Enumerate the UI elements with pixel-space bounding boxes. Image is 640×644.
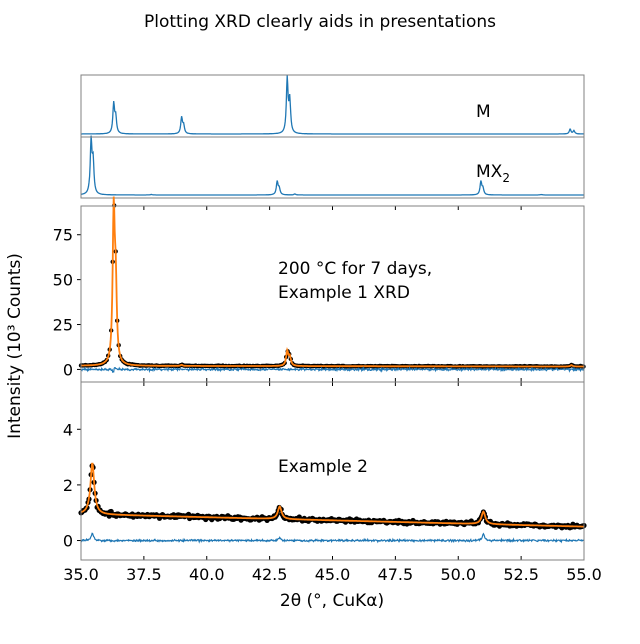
label-mx2-sub: 2: [502, 171, 510, 185]
annotation-example1-line1: 200 °C for 7 days,: [278, 259, 432, 279]
chart-title: Plotting XRD clearly aids in presentatio…: [144, 12, 496, 32]
fit-line: [80, 462, 584, 528]
y-tick-label: 25: [53, 316, 73, 335]
panel-1: [80, 74, 585, 138]
panel-4: 0 2 4 35.0 37.5 40.0 42.5 45.0 47.5 50.0 52.5 55.0: [63, 381, 602, 584]
y-axis-label: Intensity (10³ Counts): [5, 253, 25, 439]
x-tick-label: 40.0: [189, 565, 225, 584]
panel-frame: [80, 74, 585, 138]
label-mx2: MX2: [476, 162, 510, 185]
panel-frame: [80, 381, 585, 561]
difference-line: [80, 532, 585, 544]
x-tick-label: 42.5: [252, 565, 288, 584]
y-tick-label: 75: [53, 226, 73, 245]
x-tick-label: 55.0: [566, 565, 602, 584]
x-tick-label: 47.5: [378, 565, 414, 584]
panel-frame: [80, 136, 585, 199]
reference-pattern-line-mx2: [80, 135, 584, 196]
panel-2: [80, 135, 585, 199]
x-tick-label: 37.5: [126, 565, 162, 584]
x-tick-label: 50.0: [440, 565, 476, 584]
y-tick-label: 2: [63, 476, 73, 495]
label-m: M: [476, 102, 491, 122]
x-tick-label: 45.0: [315, 565, 351, 584]
fit-line: [81, 196, 584, 368]
panel-3: 0 25 50 75: [53, 196, 586, 383]
x-tick-label: 35.0: [63, 565, 99, 584]
y-tick-label: 50: [53, 271, 73, 290]
difference-line: [80, 366, 585, 374]
y-tick-label: 0: [63, 532, 73, 551]
y-tick-label: 4: [63, 420, 73, 439]
label-mx2-main: MX: [476, 162, 503, 182]
y-tick-label: 0: [63, 360, 73, 379]
annotation-example1-line2: Example 1 XRD: [278, 283, 410, 303]
reference-pattern-line-m: [81, 75, 584, 135]
annotation-example2: Example 2: [278, 457, 368, 477]
x-axis-label: 2θ (°, CuKα): [280, 591, 384, 611]
x-tick-label: 52.5: [503, 565, 539, 584]
